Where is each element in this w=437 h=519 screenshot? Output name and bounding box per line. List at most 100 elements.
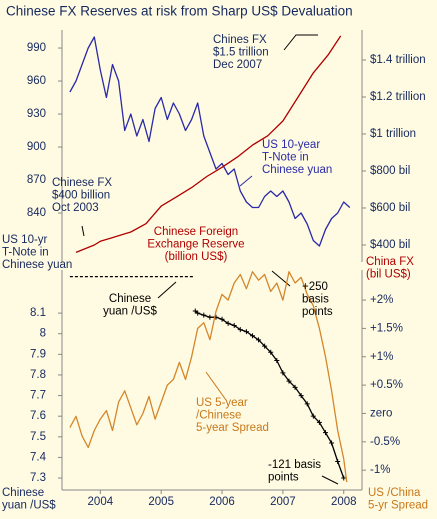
y-tick-label: 7.8 <box>30 369 46 381</box>
y-tick-label: 900 <box>27 141 46 153</box>
y2-tick-label: -1% <box>370 464 390 476</box>
annotation-line: T-Note in <box>2 247 49 259</box>
annotation-line: T-Note in <box>262 152 309 164</box>
pointer <box>321 475 339 485</box>
annotation-line: basis <box>302 294 329 306</box>
annotation-line: yuan /US$ <box>103 306 157 318</box>
series-line <box>69 271 348 483</box>
annotation-line: (billion US$) <box>165 251 228 263</box>
annotation-line: Chinese <box>109 293 151 305</box>
series-marker <box>286 378 292 384</box>
series-marker <box>249 333 255 339</box>
annotation-line: +250 <box>302 281 328 293</box>
y-tick-label: 8 <box>40 328 46 340</box>
annotation-line: /Chinese <box>196 410 241 422</box>
pointer <box>205 371 227 401</box>
series-line <box>75 35 342 254</box>
series-marker <box>304 401 310 407</box>
series-marker <box>207 314 213 320</box>
x-tick-label: 2004 <box>88 496 114 508</box>
y2-tick-label: $400 bil <box>370 239 410 251</box>
annotation-line: Chinese FX <box>52 177 112 189</box>
annotation-line: Chinese yuan <box>2 259 72 271</box>
series-marker <box>268 349 274 355</box>
annotation-line: 5-year Spread <box>196 422 269 434</box>
y-tick-label: 7.5 <box>30 431 46 443</box>
annotation-line: $400 billion <box>52 190 110 202</box>
y-tick-label: 840 <box>27 207 46 219</box>
y-tick-label: 960 <box>27 75 46 87</box>
annotation-line: (bil US$) <box>366 269 411 281</box>
series-marker <box>262 343 268 349</box>
y-tick-label: 7.9 <box>30 348 46 360</box>
annotation-line: -121 basis <box>268 459 321 471</box>
annotation-line: US 10-year <box>262 139 320 151</box>
series-marker <box>316 419 322 425</box>
pointer <box>283 34 318 51</box>
y2-tick-label: $1.4 trillion <box>370 54 426 66</box>
series-marker <box>341 475 347 481</box>
y2-tick-label: +2% <box>370 294 393 306</box>
series-marker <box>274 358 280 364</box>
annotation-line: points <box>268 472 299 484</box>
x-tick-label: 2008 <box>331 496 357 508</box>
y-tick-label: 7.3 <box>30 472 46 484</box>
annotation-line: yuan /US$ <box>2 500 56 512</box>
y2-tick-label: $1.2 trillion <box>370 91 426 103</box>
y2-tick-label: $600 bil <box>370 202 410 214</box>
annotation-line: Dec 2007 <box>213 59 262 71</box>
y2-tick-label: +1% <box>370 351 393 363</box>
pointer <box>81 225 85 237</box>
series-line <box>69 36 351 247</box>
x-tick-label: 2007 <box>270 496 296 508</box>
y2-tick-label: +0.5% <box>370 379 403 391</box>
y-tick-label: 7.6 <box>30 410 46 422</box>
annotation-line: Oct 2003 <box>52 202 99 214</box>
x-tick-label: 2006 <box>209 496 235 508</box>
annotation-line: US 5-year <box>196 397 248 409</box>
annotation-line: US /China <box>368 487 421 499</box>
series-marker <box>310 413 316 419</box>
y2-tick-label: -0.5% <box>370 436 400 448</box>
series-marker <box>243 329 249 335</box>
series-marker <box>329 440 335 446</box>
series-marker <box>280 370 286 376</box>
annotation-line: 5-yr Spread <box>368 500 428 512</box>
y-tick-label: 7.7 <box>30 390 46 402</box>
annotation-line: US 10-yr <box>2 234 48 246</box>
y2-tick-label: $1 trillion <box>370 128 416 140</box>
y-tick-label: 930 <box>27 108 46 120</box>
series-marker <box>195 310 201 316</box>
y-tick-label: 870 <box>27 174 46 186</box>
annotation-line: Exchange Reserve <box>147 239 244 251</box>
series-marker <box>231 322 237 328</box>
y2-tick-label: $800 bil <box>370 165 410 177</box>
series-marker <box>219 316 225 322</box>
y2-tick-label: zero <box>370 407 392 419</box>
series-marker <box>225 320 231 326</box>
pointer <box>157 281 177 299</box>
annotation-line: Chinese Foreign <box>154 226 238 238</box>
y-tick-label: 990 <box>27 42 46 54</box>
pointer <box>239 175 253 187</box>
annotation-line: Chines FX <box>213 34 267 46</box>
series-marker <box>335 459 341 465</box>
series-marker <box>298 393 304 399</box>
series-marker <box>237 327 243 333</box>
series-marker <box>256 337 262 343</box>
annotation-line: Chinese yuan <box>262 164 332 176</box>
annotation-line: points <box>302 306 333 318</box>
y-tick-label: 7.4 <box>30 451 47 463</box>
series-marker <box>322 430 328 436</box>
annotation-line: Chinese <box>2 487 44 499</box>
chart-title: Chinese FX Reserves at risk from Sharp U… <box>6 4 353 19</box>
series-marker <box>201 312 207 318</box>
y-tick-label: 8.1 <box>30 307 46 319</box>
x-tick-label: 2005 <box>148 496 174 508</box>
series-marker <box>292 384 298 390</box>
annotation-line: $1.5 trillion <box>213 47 269 59</box>
y2-tick-label: +1.5% <box>370 322 403 334</box>
annotation-line: China FX <box>366 256 414 268</box>
